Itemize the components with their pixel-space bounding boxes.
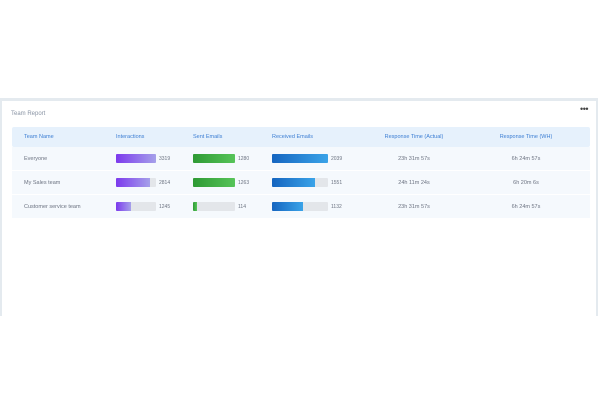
response-time-actual: 23h 31m 57s	[398, 203, 430, 210]
received-emails-value: 2039	[331, 155, 343, 162]
received-emails-bar-fill	[272, 202, 304, 211]
header-response-time-actual[interactable]: Response Time (Actual)	[384, 134, 444, 140]
table-row[interactable]: Everyone 3319 1280 2039 23h 31m 57s 6h 24m 57…	[12, 147, 590, 171]
header-response-time-wh[interactable]: Response Time (WH)	[499, 134, 553, 140]
team-name: Customer service team	[24, 203, 81, 210]
interactions-bar	[116, 202, 156, 211]
team-name: My Sales team	[24, 179, 61, 186]
interactions-value: 2814	[159, 179, 171, 186]
received-emails-bar	[272, 178, 328, 187]
sent-emails-value: 1263	[238, 179, 250, 186]
response-time-wh: 6h 24m 57s	[511, 155, 541, 162]
team-name: Everyone	[24, 155, 48, 162]
sent-emails-bar	[193, 178, 235, 187]
sent-emails-cell: 1280	[193, 154, 272, 163]
team-report-table: Team Name Interactions Sent Emails Recei…	[12, 127, 590, 219]
received-emails-cell: 1132	[272, 202, 366, 211]
sent-emails-bar-fill	[193, 154, 235, 163]
sent-emails-bar-fill	[193, 202, 197, 211]
interactions-value: 1245	[159, 203, 171, 210]
team-name-cell: My Sales team	[12, 180, 116, 186]
sent-emails-value: 1280	[238, 155, 250, 162]
response-time-wh: 6h 20m 6s	[513, 179, 539, 186]
header-received-emails[interactable]: Received Emails	[272, 134, 313, 140]
interactions-bar-fill	[116, 154, 156, 163]
response-time-actual-cell: 23h 31m 57s	[366, 156, 462, 162]
received-emails-bar	[272, 202, 328, 211]
interactions-bar	[116, 154, 156, 163]
team-name-cell: Customer service team	[12, 204, 116, 210]
table-body: Everyone 3319 1280 2039 23h 31m 57s 6h 24m 57…	[12, 147, 590, 219]
team-name-cell: Everyone	[12, 156, 116, 162]
interactions-cell: 2814	[116, 178, 193, 187]
table-row[interactable]: My Sales team 2814 1263 1551 24h 11m 24s 6h 2…	[12, 171, 590, 195]
header-sent-emails[interactable]: Sent Emails	[193, 134, 223, 140]
response-time-actual-cell: 24h 11m 24s	[366, 180, 462, 186]
received-emails-bar-fill	[272, 154, 328, 163]
interactions-bar	[116, 178, 156, 187]
table-row[interactable]: Customer service team 1245 114 1132 23h 31m …	[12, 195, 590, 219]
interactions-bar-fill	[116, 178, 150, 187]
sent-emails-cell: 114	[193, 202, 272, 211]
response-time-wh-cell: 6h 24m 57s	[462, 204, 590, 210]
response-time-actual: 24h 11m 24s	[398, 179, 430, 186]
card-title: Team Report	[11, 111, 46, 117]
sent-emails-value: 114	[238, 203, 246, 210]
report-frame: Team Report ••• Team Name Interactions S…	[0, 98, 598, 316]
sent-emails-bar-fill	[193, 178, 235, 187]
received-emails-cell: 2039	[272, 154, 366, 163]
response-time-wh: 6h 24m 57s	[511, 203, 541, 210]
received-emails-bar	[272, 154, 328, 163]
response-time-wh-cell: 6h 24m 57s	[462, 156, 590, 162]
more-horizontal-icon[interactable]: •••	[580, 104, 588, 114]
interactions-cell: 1245	[116, 202, 193, 211]
interactions-bar-fill	[116, 202, 132, 211]
received-emails-value: 1551	[331, 179, 343, 186]
received-emails-value: 1132	[331, 203, 342, 210]
sent-emails-bar	[193, 202, 235, 211]
sent-emails-cell: 1263	[193, 178, 272, 187]
table-header: Team Name Interactions Sent Emails Recei…	[12, 127, 590, 147]
interactions-value: 3319	[159, 155, 171, 162]
received-emails-cell: 1551	[272, 178, 366, 187]
received-emails-bar-fill	[272, 178, 315, 187]
header-team-name[interactable]: Team Name	[24, 134, 54, 140]
response-time-actual: 23h 31m 57s	[398, 155, 430, 162]
response-time-wh-cell: 6h 20m 6s	[462, 180, 590, 186]
interactions-cell: 3319	[116, 154, 193, 163]
header-interactions[interactable]: Interactions	[116, 134, 145, 140]
sent-emails-bar	[193, 154, 235, 163]
response-time-actual-cell: 23h 31m 57s	[366, 204, 462, 210]
team-report-card: Team Report ••• Team Name Interactions S…	[2, 101, 596, 316]
